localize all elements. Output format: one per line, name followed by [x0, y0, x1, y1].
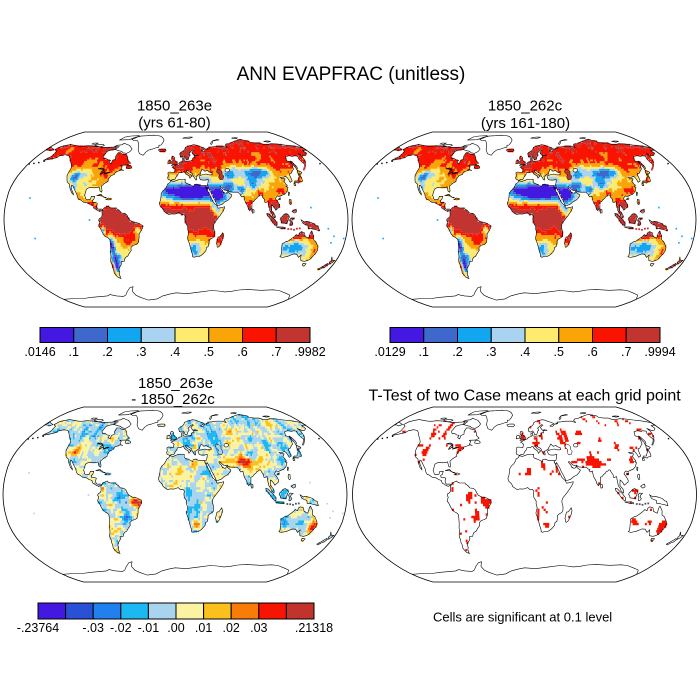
svg-text:-.23764: -.23764 [17, 621, 59, 635]
svg-text:.21318: .21318 [295, 621, 333, 635]
svg-text:.00: .00 [167, 621, 184, 635]
svg-text:.01: .01 [195, 621, 212, 635]
svg-text:.0129: .0129 [374, 345, 405, 359]
svg-text:Cells are significant at 0.1 l: Cells are significant at 0.1 level [433, 610, 612, 625]
svg-text:(yrs 161-180): (yrs 161-180) [481, 115, 570, 132]
svg-text:.1: .1 [69, 345, 79, 359]
svg-text:-.01: -.01 [138, 621, 160, 635]
svg-text:1850_263e: 1850_263e [138, 375, 213, 392]
svg-text:ANN EVAPFRAC (unitless): ANN EVAPFRAC (unitless) [237, 64, 466, 85]
svg-text:.2: .2 [452, 345, 462, 359]
svg-text:.3: .3 [486, 345, 496, 359]
svg-text:.6: .6 [237, 345, 247, 359]
svg-text:.5: .5 [204, 345, 214, 359]
svg-text:.4: .4 [170, 345, 180, 359]
svg-text:.4: .4 [520, 345, 530, 359]
svg-text:.02: .02 [223, 621, 240, 635]
svg-text:.7: .7 [271, 345, 281, 359]
svg-text:.03: .03 [250, 621, 267, 635]
svg-text:1850_262c: 1850_262c [488, 98, 563, 115]
svg-text:.9994: .9994 [644, 345, 675, 359]
svg-text:-.02: -.02 [110, 621, 132, 635]
svg-text:.3: .3 [136, 345, 146, 359]
svg-text:.6: .6 [587, 345, 597, 359]
svg-text:.5: .5 [554, 345, 564, 359]
svg-text:T-Test of two Case means at ea: T-Test of two Case means at each grid po… [369, 387, 682, 404]
svg-text:(yrs 61-80): (yrs 61-80) [138, 115, 211, 132]
svg-text:.0146: .0146 [24, 345, 55, 359]
svg-text:- 1850_262c: - 1850_262c [131, 391, 215, 408]
svg-text:.7: .7 [621, 345, 631, 359]
svg-text:-.03: -.03 [82, 621, 104, 635]
svg-text:.1: .1 [419, 345, 429, 359]
svg-text:1850_263e: 1850_263e [137, 98, 212, 115]
svg-text:.2: .2 [102, 345, 112, 359]
svg-text:.9982: .9982 [294, 345, 325, 359]
